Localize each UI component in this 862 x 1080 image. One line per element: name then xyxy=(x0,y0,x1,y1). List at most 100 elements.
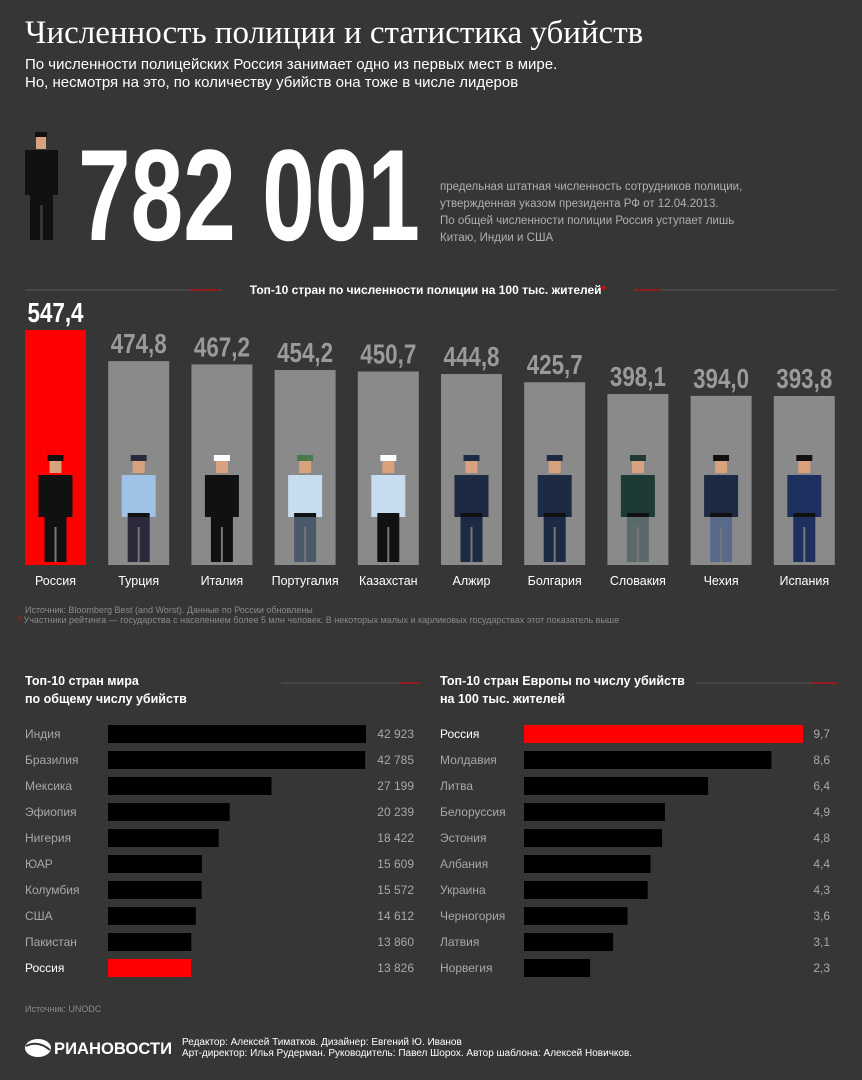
bar xyxy=(524,725,803,743)
value-label: 398,1 xyxy=(610,361,666,392)
big-number: 782 001 xyxy=(78,122,420,268)
category-label: Италия xyxy=(201,574,244,588)
figure-leg-gap xyxy=(387,527,390,562)
category-label: Норвегия xyxy=(440,961,493,975)
category-label: Португалия xyxy=(272,574,339,588)
chart-title-text: Топ-10 стран по численности полиции на 1… xyxy=(250,283,602,297)
figure-belt xyxy=(543,513,566,517)
bar xyxy=(108,803,230,821)
figure-cap xyxy=(713,455,730,461)
category-label: Россия xyxy=(25,961,64,975)
police-figure xyxy=(537,455,572,562)
category-label: Нигерия xyxy=(25,831,71,845)
bar xyxy=(108,777,272,795)
bar xyxy=(524,907,628,925)
value-label: 4,9 xyxy=(813,805,830,819)
value-label: 3,1 xyxy=(813,935,830,949)
note-text: Участники рейтинга — государства с насел… xyxy=(24,615,620,625)
category-label: Индия xyxy=(25,727,60,741)
big-number-note: По общей численности полиции Россия усту… xyxy=(440,215,734,227)
figure-cap xyxy=(130,455,147,461)
value-label: 13 860 xyxy=(377,935,414,949)
figure-leg-gap xyxy=(137,527,140,562)
chart-title-mark: * xyxy=(602,283,607,297)
value-label: 3,6 xyxy=(813,909,830,923)
subtitle: По численности полицейских Россия занима… xyxy=(25,56,557,73)
police-figure xyxy=(704,455,739,562)
bar xyxy=(524,829,663,847)
value-label: 13 826 xyxy=(377,961,414,975)
category-label: Алжир xyxy=(453,574,491,588)
figure-head xyxy=(465,461,478,473)
category-label: Литва xyxy=(440,779,473,793)
figure-leg-gap xyxy=(304,527,307,562)
category-label: Эфиопия xyxy=(25,805,77,819)
value-label: 2,3 xyxy=(813,961,830,975)
chart-title: Топ-10 стран мира xyxy=(25,674,140,688)
figure-cap xyxy=(380,455,397,461)
bar xyxy=(524,751,772,769)
figure-torso xyxy=(620,475,655,517)
bar xyxy=(524,881,648,899)
figure-belt xyxy=(793,513,816,517)
value-label: 8,6 xyxy=(813,753,830,767)
figure-leg-gap xyxy=(470,527,473,562)
figure-head xyxy=(215,461,228,473)
category-label: Пакистан xyxy=(25,935,77,949)
figure-cap xyxy=(463,455,480,461)
chart-title: Топ-10 стран Европы по числу убийств xyxy=(440,674,685,688)
bar xyxy=(524,777,709,795)
bar xyxy=(108,829,219,847)
figure-torso xyxy=(787,475,822,517)
value-label: 6,4 xyxy=(813,779,830,793)
police-figure xyxy=(454,455,489,562)
value-label: 4,4 xyxy=(813,857,830,871)
value-label: 14 612 xyxy=(377,909,414,923)
chart-title: по общему числу убийств xyxy=(25,692,187,706)
figure-torso xyxy=(204,475,239,517)
category-label: Черногория xyxy=(440,909,505,923)
chart-title: Топ-10 стран по численности полиции на 1… xyxy=(250,283,607,297)
bar xyxy=(108,881,202,899)
note: Источник: Bloomberg Best (and Worst). Да… xyxy=(25,605,313,615)
category-label: Украина xyxy=(440,883,486,897)
category-label: Мексика xyxy=(25,779,72,793)
category-label: Белоруссия xyxy=(440,805,506,819)
figure-leg-gap xyxy=(220,527,223,562)
note-mark: * xyxy=(18,615,22,625)
police-figure xyxy=(787,455,822,562)
police-icon xyxy=(25,132,58,240)
value-label: 4,3 xyxy=(813,883,830,897)
figure-head xyxy=(631,461,644,473)
figure-head xyxy=(299,461,312,473)
figure-belt xyxy=(44,513,67,517)
police-figure xyxy=(371,455,406,562)
figure-torso xyxy=(704,475,739,517)
figure-belt xyxy=(460,513,483,517)
value-label: 20 239 xyxy=(377,805,414,819)
figure-cap xyxy=(546,455,563,461)
figure-head xyxy=(382,461,395,473)
police-figure xyxy=(204,455,239,562)
category-label: Латвия xyxy=(440,935,479,949)
figure-leg-gap xyxy=(54,527,57,562)
figure-cap xyxy=(297,455,314,461)
credits: Редактор: Алексей Тиматков. Дизайнер: Ев… xyxy=(182,1037,462,1048)
value-label: 547,4 xyxy=(28,297,84,328)
figure-leg-gap xyxy=(553,527,556,562)
figure-cap xyxy=(47,455,64,461)
value-label: 425,7 xyxy=(527,349,583,380)
figure-belt xyxy=(377,513,400,517)
value-label: 454,2 xyxy=(277,337,333,368)
title-backdrop xyxy=(438,672,696,687)
figure-head xyxy=(798,461,811,473)
figure-torso xyxy=(121,475,156,517)
figure-torso xyxy=(454,475,489,517)
note: * Участники рейтинга — государства с насе… xyxy=(18,615,619,625)
bar xyxy=(524,933,614,951)
credits: Арт-директор: Илья Рудерман. Руководител… xyxy=(182,1047,632,1059)
subtitle: Но, несмотря на это, по количеству убийс… xyxy=(25,74,518,91)
category-label: Испания xyxy=(779,574,829,588)
figure-belt xyxy=(294,513,317,517)
value-label: 450,7 xyxy=(360,339,416,370)
